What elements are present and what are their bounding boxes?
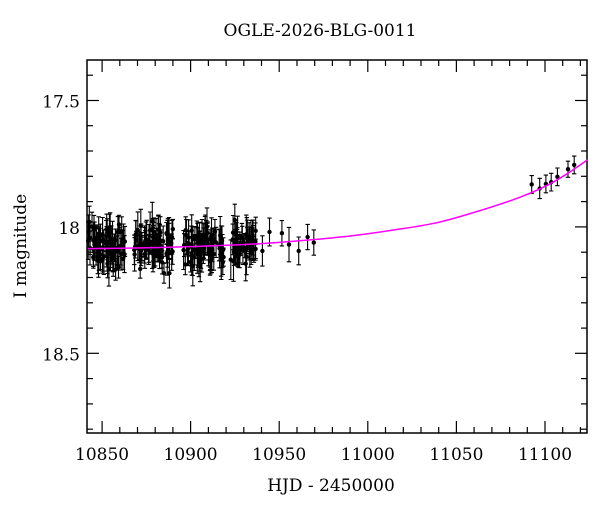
data-point [134,238,139,243]
data-point [204,231,209,236]
x-tick-label: 11050 [429,445,483,465]
y-tick-label: 18.5 [42,345,80,365]
chart-title: OGLE-2026-BLG-0011 [223,21,417,41]
data-point [138,266,143,272]
data-point [184,233,189,238]
data-point [286,242,292,247]
data-point [189,228,194,233]
data-point [142,251,147,257]
data-point [119,229,124,234]
data-point [196,247,201,252]
data-point [279,231,285,236]
data-point [167,271,172,276]
data-point [150,241,156,246]
data-point [208,247,213,252]
data-point [218,254,224,260]
data-point [201,238,206,244]
data-point [192,247,197,252]
x-tick-label: 11000 [341,445,395,465]
x-tick-label: 10900 [164,445,218,465]
y-tick-label: 18 [58,219,80,239]
data-point [572,162,577,168]
data-point [260,248,265,254]
x-axis-title: HJD - 2450000 [267,476,395,496]
data-point [110,237,115,242]
data-point [243,261,248,266]
data-point [96,231,101,236]
data-point [87,235,93,241]
data-point [311,240,316,245]
data-point [565,167,571,172]
data-point [113,267,118,272]
data-point [555,174,560,179]
data-point [198,250,204,255]
x-tick-label: 10950 [252,445,306,465]
data-point [529,182,534,187]
data-point [161,239,166,244]
data-point [190,253,195,259]
data-point [147,239,152,245]
data-point [98,252,103,257]
y-axis-title: I magnitude [11,193,31,299]
data-point [237,252,242,257]
data-point [105,261,110,266]
data-point [221,247,226,252]
data-point [235,234,240,239]
data-point [232,217,237,223]
data-point [253,246,258,252]
data-point [248,237,254,242]
data-point [138,241,144,246]
model-curve [87,159,588,250]
data-point [213,240,219,245]
x-tick-label: 11100 [518,445,572,465]
data-point [119,252,124,257]
data-point [204,224,210,229]
data-point [161,271,167,276]
data-point [153,235,159,240]
data-point [169,235,175,240]
data-point [164,231,169,236]
y-tick-label: 17.5 [42,93,80,113]
data-point [101,254,107,259]
data-point [170,226,175,232]
data-point [144,237,149,242]
data-point [185,251,190,256]
data-point [199,232,205,238]
data-point [296,248,301,254]
data-point [305,234,310,240]
plot-frame [86,59,588,434]
data-point [231,259,236,264]
x-tick-label: 10850 [75,445,129,465]
data-point [230,230,236,235]
data-point [240,248,246,253]
data-point [121,238,126,244]
data-point [267,229,272,235]
data-point [181,247,186,253]
data-point [104,227,109,232]
